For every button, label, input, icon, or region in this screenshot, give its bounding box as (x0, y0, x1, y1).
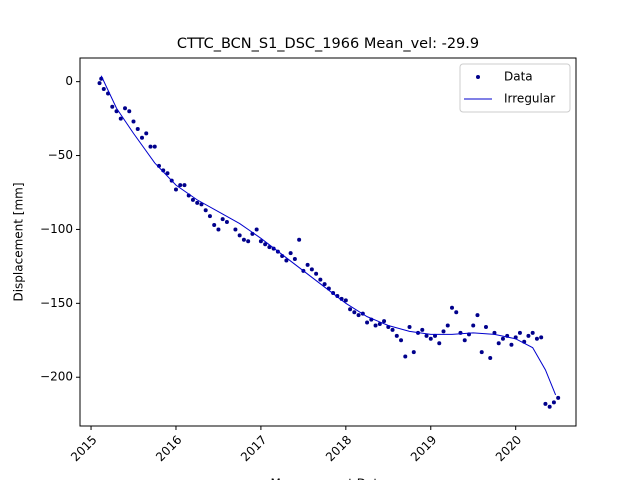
data-point (220, 217, 225, 222)
data-point (123, 106, 128, 111)
data-point (454, 310, 459, 315)
data-point (135, 126, 140, 131)
data-point (539, 335, 544, 340)
data-point (530, 330, 535, 335)
data-point (203, 208, 208, 213)
data-point (390, 327, 395, 332)
legend-marker (476, 75, 480, 79)
data-point (534, 336, 539, 341)
legend-label: Irregular (504, 92, 555, 106)
data-point (178, 183, 183, 188)
data-point (382, 319, 387, 324)
y-tick-label: 0 (65, 74, 73, 88)
data-point (237, 233, 242, 238)
data-point (190, 197, 195, 202)
data-point (471, 323, 476, 328)
data-point (288, 251, 293, 256)
data-point (195, 200, 200, 205)
data-point (356, 313, 361, 318)
data-point (309, 267, 314, 272)
data-point (551, 400, 556, 405)
data-point (241, 237, 246, 242)
data-point (254, 227, 259, 232)
data-point (152, 144, 157, 149)
data-point (131, 119, 136, 124)
fit-line (100, 75, 557, 396)
data-point (348, 307, 353, 312)
y-tick-label: −200 (40, 370, 73, 384)
data-point (517, 330, 522, 335)
data-point (182, 183, 187, 188)
data-point (127, 109, 132, 114)
data-point (110, 104, 115, 109)
legend-box (459, 63, 571, 113)
data-point (420, 327, 425, 332)
data-point (556, 395, 561, 400)
data-point (297, 237, 302, 242)
data-point (165, 171, 170, 176)
data-point (424, 333, 429, 338)
data-point (543, 401, 548, 406)
data-point (97, 81, 102, 86)
plot-frame (79, 57, 577, 427)
data-point (450, 305, 454, 310)
y-tick-label: −100 (40, 222, 73, 236)
data-point (479, 350, 484, 355)
data-point (428, 336, 433, 341)
data-point (224, 220, 229, 225)
y-tick-label: −50 (48, 148, 73, 162)
data-point (411, 350, 416, 355)
data-point (373, 323, 378, 328)
data-point (140, 135, 144, 140)
data-point (377, 322, 382, 327)
data-point (305, 262, 310, 267)
data-point (101, 87, 106, 92)
data-point (173, 187, 178, 192)
data-point (343, 298, 348, 303)
data-point (403, 354, 408, 359)
data-point (445, 323, 450, 328)
data-point (207, 214, 212, 219)
data-point (483, 324, 488, 329)
data-point (441, 329, 446, 334)
data-point (547, 404, 552, 409)
y-tick-label: −150 (40, 296, 73, 310)
data-point (314, 271, 319, 276)
data-point (475, 313, 480, 318)
data-point (144, 131, 149, 136)
data-point (335, 293, 340, 298)
data-point (318, 277, 323, 282)
legend-label: Data (504, 70, 533, 84)
data-point (284, 258, 289, 263)
data-point (365, 320, 370, 325)
chart-title: CTTC_BCN_S1_DSC_1966 Mean_vel: -29.9 (177, 36, 479, 52)
data-point (148, 144, 153, 149)
data-point (437, 341, 442, 346)
y-axis-label: Displacement [mm] (12, 182, 26, 301)
data-point (263, 242, 268, 247)
data-point (216, 227, 221, 232)
data-point (352, 310, 357, 315)
x-axis-label: Measurement Date (271, 477, 386, 480)
data-point (462, 338, 467, 343)
data-point (212, 223, 217, 228)
data-point (496, 341, 501, 346)
data-point (526, 333, 531, 338)
data-point (399, 338, 404, 343)
data-point (500, 336, 505, 341)
data-point (509, 342, 514, 347)
data-point (394, 333, 399, 338)
data-point (322, 282, 327, 287)
data-point (488, 356, 493, 361)
data-point (407, 324, 412, 329)
data-point (246, 239, 251, 244)
data-point (118, 116, 123, 121)
data-point (292, 256, 297, 261)
data-point (233, 227, 238, 232)
data-point (258, 239, 263, 244)
